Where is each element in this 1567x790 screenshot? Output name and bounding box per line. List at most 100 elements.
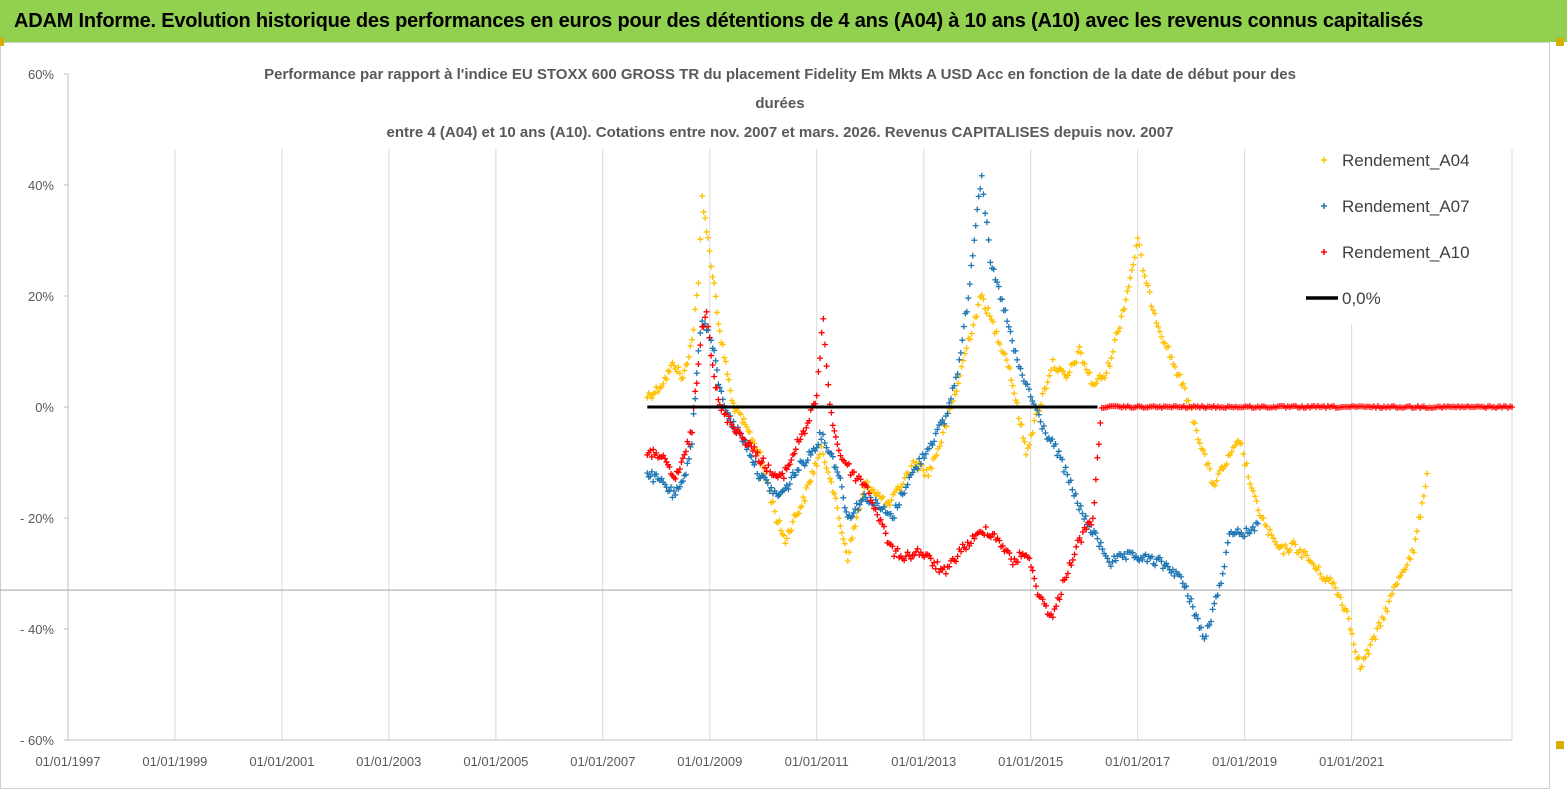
data-point	[887, 510, 894, 517]
data-point	[806, 417, 813, 424]
data-point	[1049, 614, 1056, 621]
data-point	[927, 555, 934, 562]
data-point	[835, 447, 842, 454]
data-point	[737, 430, 744, 437]
data-point	[1099, 546, 1106, 553]
data-point	[1049, 356, 1056, 363]
data-point	[1310, 561, 1317, 568]
data-point	[1133, 242, 1140, 249]
data-point	[1074, 500, 1081, 507]
data-point	[840, 494, 847, 501]
data-point	[715, 396, 722, 403]
data-point	[932, 565, 939, 572]
data-point	[1176, 371, 1183, 378]
data-point	[1024, 381, 1031, 388]
legend-entry: Rendement_A07	[1321, 197, 1470, 216]
data-point	[1136, 241, 1143, 248]
y-tick-label: - 20%	[20, 511, 54, 526]
data-point	[1419, 499, 1426, 506]
data-point	[1178, 573, 1185, 580]
data-point	[1209, 606, 1216, 613]
data-point	[693, 370, 700, 377]
data-point	[881, 523, 888, 530]
data-point	[821, 341, 828, 348]
data-point	[1188, 595, 1195, 602]
data-point	[869, 499, 876, 506]
data-point	[952, 558, 959, 565]
data-point	[1238, 440, 1245, 447]
legend-plus-icon	[1321, 249, 1327, 255]
data-point	[872, 496, 879, 503]
y-tick-label: - 60%	[20, 733, 54, 748]
data-point	[714, 366, 721, 373]
data-point	[1077, 502, 1084, 509]
data-point	[861, 491, 868, 498]
data-point	[1253, 498, 1260, 505]
data-point	[1059, 456, 1066, 463]
data-point	[1088, 521, 1095, 528]
data-point	[1064, 471, 1071, 478]
data-point	[1048, 611, 1055, 618]
data-point	[875, 489, 882, 496]
data-point	[960, 357, 967, 364]
data-point	[942, 570, 949, 577]
data-point	[685, 354, 692, 361]
data-point	[1171, 573, 1178, 580]
data-point	[1109, 558, 1116, 565]
data-point	[1042, 429, 1049, 436]
data-point	[1086, 369, 1093, 376]
data-point	[970, 321, 977, 328]
data-point	[1372, 636, 1379, 643]
data-point	[829, 422, 836, 429]
data-point	[881, 503, 888, 510]
data-point	[928, 465, 935, 472]
data-point	[952, 374, 959, 381]
data-point	[703, 308, 710, 315]
data-point	[721, 354, 728, 361]
data-point	[1417, 514, 1424, 521]
data-point	[956, 356, 963, 363]
data-point	[852, 505, 859, 512]
data-point	[1063, 574, 1070, 581]
data-point	[791, 450, 798, 457]
y-tick-label: 0%	[35, 400, 54, 415]
data-point	[1240, 451, 1247, 458]
data-point	[1079, 528, 1086, 535]
data-point	[983, 219, 990, 226]
data-point	[801, 430, 808, 437]
data-point	[832, 464, 839, 471]
data-point	[813, 444, 820, 451]
data-point	[1076, 506, 1083, 513]
data-point	[825, 469, 832, 476]
data-point	[834, 505, 841, 512]
data-point	[1078, 539, 1085, 546]
data-point	[1058, 591, 1065, 598]
data-point	[846, 549, 853, 556]
data-point	[850, 509, 857, 516]
data-point	[1093, 380, 1100, 387]
data-point	[1330, 579, 1337, 586]
data-point	[1213, 477, 1220, 484]
data-point	[685, 441, 692, 448]
data-point	[1380, 616, 1387, 623]
data-point	[792, 472, 799, 479]
data-point	[823, 363, 830, 370]
chart-title-line-1: Performance par rapport à l'indice EU ST…	[264, 66, 1296, 83]
data-point	[1025, 386, 1032, 393]
data-point	[1180, 380, 1187, 387]
data-point	[855, 473, 862, 480]
data-point	[1219, 570, 1226, 577]
data-point	[1156, 554, 1163, 561]
data-point	[644, 470, 651, 477]
data-point	[676, 370, 683, 377]
data-point	[914, 465, 921, 472]
legend-label: Rendement_A04	[1342, 151, 1470, 170]
data-point	[826, 475, 833, 482]
data-point	[1189, 603, 1196, 610]
x-tick-label: 01/01/2005	[463, 754, 528, 769]
data-point	[777, 527, 784, 534]
data-point	[789, 518, 796, 525]
data-point	[714, 384, 721, 391]
data-point	[929, 441, 936, 448]
data-point	[914, 545, 921, 552]
